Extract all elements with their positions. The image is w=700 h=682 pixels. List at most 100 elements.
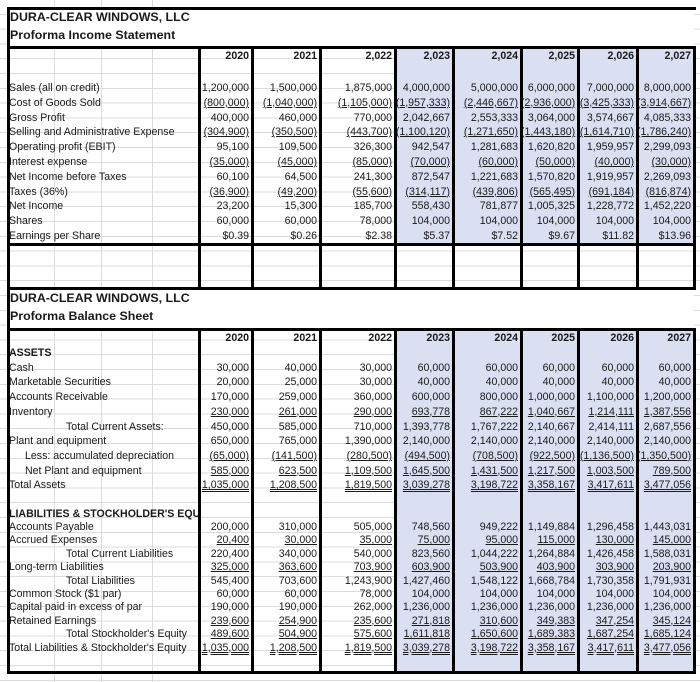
cell-2021[interactable]: 109,500 bbox=[278, 141, 317, 154]
cell-2023[interactable]: 600,000 bbox=[411, 391, 450, 404]
year-header-2022[interactable]: 2022 bbox=[368, 332, 392, 344]
cell-2,025[interactable]: (50,000) bbox=[535, 156, 575, 168]
cell-2022[interactable]: 360,000 bbox=[353, 391, 392, 404]
cell-2020[interactable]: (800,000) bbox=[203, 96, 249, 109]
cell-2,026[interactable]: 7,000,000 bbox=[586, 82, 634, 94]
cell-2020[interactable]: (304,900) bbox=[203, 126, 249, 139]
cell-2024[interactable]: 1,650,600 bbox=[470, 628, 518, 641]
cell-2023[interactable]: 693,778 bbox=[411, 405, 450, 418]
cell-2020[interactable]: 450,000 bbox=[210, 420, 249, 433]
cell-2020[interactable]: 585,000 bbox=[210, 464, 249, 477]
cell-2,024[interactable]: 781,877 bbox=[479, 200, 518, 213]
cell-2,025[interactable]: (1,443,180) bbox=[521, 126, 576, 139]
cell-2021[interactable]: $0.26 bbox=[290, 230, 317, 242]
cell-2025[interactable]: 1,217,500 bbox=[527, 464, 575, 477]
cell-2021[interactable]: 60,000 bbox=[284, 587, 317, 600]
cell-2024[interactable]: 800,000 bbox=[479, 391, 518, 404]
cell-2026[interactable]: 1,003,500 bbox=[586, 464, 634, 477]
cell-2026[interactable]: 2,414,111 bbox=[588, 420, 634, 433]
cell-2021[interactable]: 60,000 bbox=[284, 215, 317, 228]
cell-2025[interactable]: 1,000,000 bbox=[527, 391, 575, 404]
cell-2,022[interactable]: (55,600) bbox=[352, 185, 392, 198]
cell-2023[interactable]: 3,039,278 bbox=[402, 479, 450, 492]
cell-2023[interactable]: 60,000 bbox=[417, 361, 450, 374]
cell-2027[interactable]: 145,000 bbox=[652, 534, 691, 547]
cell-2021[interactable]: 254,900 bbox=[278, 614, 317, 627]
year-header-2,025[interactable]: 2,025 bbox=[548, 50, 575, 62]
cell-2025[interactable]: 104,000 bbox=[536, 587, 575, 600]
cell-2,027[interactable]: (3,914,667) bbox=[637, 96, 692, 109]
cell-2023[interactable]: 1,427,460 bbox=[402, 574, 450, 587]
cell-2022[interactable]: 1,819,500 bbox=[344, 479, 392, 492]
year-header-2,022[interactable]: 2,022 bbox=[365, 50, 392, 62]
cell-2024[interactable]: 1,044,222 bbox=[470, 547, 518, 560]
cell-2023[interactable]: 1,393,778 bbox=[402, 420, 450, 433]
cell-2,027[interactable]: 8,000,000 bbox=[643, 82, 691, 94]
cell-2,027[interactable]: 4,085,333 bbox=[643, 111, 691, 124]
cell-2,024[interactable]: (439,806) bbox=[472, 185, 518, 198]
cell-2025[interactable]: 2,140,000 bbox=[527, 435, 575, 448]
cell-2,024[interactable]: 5,000,000 bbox=[470, 82, 518, 94]
cell-2,026[interactable]: (3,425,333) bbox=[579, 96, 634, 109]
cell-2023[interactable]: 1,645,500 bbox=[402, 464, 450, 477]
cell-2021[interactable]: (1,040,000) bbox=[262, 96, 317, 109]
cell-2021[interactable]: (350,500) bbox=[271, 126, 317, 139]
cell-2027[interactable]: 1,588,031 bbox=[643, 547, 691, 560]
cell-2020[interactable]: 239,600 bbox=[210, 614, 249, 627]
cell-2024[interactable]: 1,548,122 bbox=[470, 574, 518, 587]
cell-2021[interactable]: 703,600 bbox=[278, 574, 317, 587]
cell-2,023[interactable]: (70,000) bbox=[410, 156, 450, 168]
cell-2026[interactable]: 1,426,458 bbox=[586, 547, 634, 560]
cell-2021[interactable]: 64,500 bbox=[284, 170, 317, 183]
cell-2021[interactable]: 40,000 bbox=[284, 361, 317, 374]
cell-2025[interactable]: 60,000 bbox=[542, 361, 575, 374]
cell-2025[interactable]: 1,236,000 bbox=[527, 601, 575, 614]
cell-2021[interactable]: 340,000 bbox=[278, 547, 317, 560]
cell-2021[interactable]: 15,300 bbox=[284, 200, 317, 213]
cell-2,025[interactable]: 1,620,820 bbox=[527, 141, 575, 154]
cell-2,022[interactable]: (85,000) bbox=[352, 156, 392, 168]
cell-2,025[interactable]: $9.67 bbox=[548, 230, 575, 242]
year-header-2,024[interactable]: 2,024 bbox=[491, 50, 518, 62]
cell-2027[interactable]: 203,900 bbox=[652, 561, 691, 574]
cell-2022[interactable]: 505,000 bbox=[353, 520, 392, 533]
year-header-2021[interactable]: 2021 bbox=[293, 332, 317, 344]
cell-2,023[interactable]: 942,547 bbox=[411, 141, 450, 154]
cell-2022[interactable]: 262,000 bbox=[353, 601, 392, 614]
cell-2,022[interactable]: (1,105,000) bbox=[337, 96, 392, 109]
cell-2020[interactable]: 60,100 bbox=[216, 170, 249, 183]
cell-2,025[interactable]: 6,000,000 bbox=[527, 82, 575, 94]
cell-2020[interactable]: 20,000 bbox=[216, 376, 249, 389]
cell-2,023[interactable]: 558,430 bbox=[411, 200, 450, 213]
cell-2,027[interactable]: (1,786,240) bbox=[637, 126, 692, 139]
year-header-2,027[interactable]: 2,027 bbox=[664, 50, 691, 62]
cell-2021[interactable]: 30,000 bbox=[284, 534, 317, 547]
cell-2021[interactable]: 25,000 bbox=[284, 376, 317, 389]
cell-2026[interactable]: 40,000 bbox=[601, 376, 634, 389]
cell-2026[interactable]: 104,000 bbox=[595, 587, 634, 600]
cell-2025[interactable]: 403,900 bbox=[536, 561, 575, 574]
cell-2021[interactable]: (49,200) bbox=[277, 185, 317, 198]
year-header-2026[interactable]: 2026 bbox=[610, 332, 634, 344]
cell-2,022[interactable]: 78,000 bbox=[359, 215, 392, 228]
cell-2027[interactable]: 1,685,124 bbox=[643, 628, 691, 641]
cell-2027[interactable]: (1,350,500) bbox=[637, 449, 692, 462]
cell-2,025[interactable]: 1,570,820 bbox=[527, 170, 575, 183]
cell-2021[interactable]: 585,000 bbox=[278, 420, 317, 433]
year-header-2025[interactable]: 2025 bbox=[551, 332, 575, 344]
cell-2022[interactable]: 575,600 bbox=[353, 628, 392, 641]
cell-2022[interactable]: 710,000 bbox=[353, 420, 392, 433]
cell-2021[interactable]: 259,000 bbox=[278, 391, 317, 404]
cell-2,023[interactable]: 104,000 bbox=[411, 215, 450, 228]
cell-2021[interactable]: 765,000 bbox=[278, 435, 317, 448]
cell-2027[interactable]: 3,477,056 bbox=[643, 479, 691, 492]
cell-2,024[interactable]: (60,000) bbox=[478, 156, 518, 168]
cell-2024[interactable]: (708,500) bbox=[472, 449, 518, 462]
cell-2,025[interactable]: 3,064,000 bbox=[527, 111, 575, 124]
cell-2026[interactable]: 1,687,254 bbox=[586, 628, 634, 641]
cell-2023[interactable]: (494,500) bbox=[404, 449, 450, 462]
cell-2026[interactable]: 1,100,000 bbox=[586, 391, 634, 404]
cell-2020[interactable]: 545,400 bbox=[210, 574, 249, 587]
cell-2023[interactable]: 271,818 bbox=[411, 614, 450, 627]
cell-2025[interactable]: 1,689,383 bbox=[527, 628, 575, 641]
